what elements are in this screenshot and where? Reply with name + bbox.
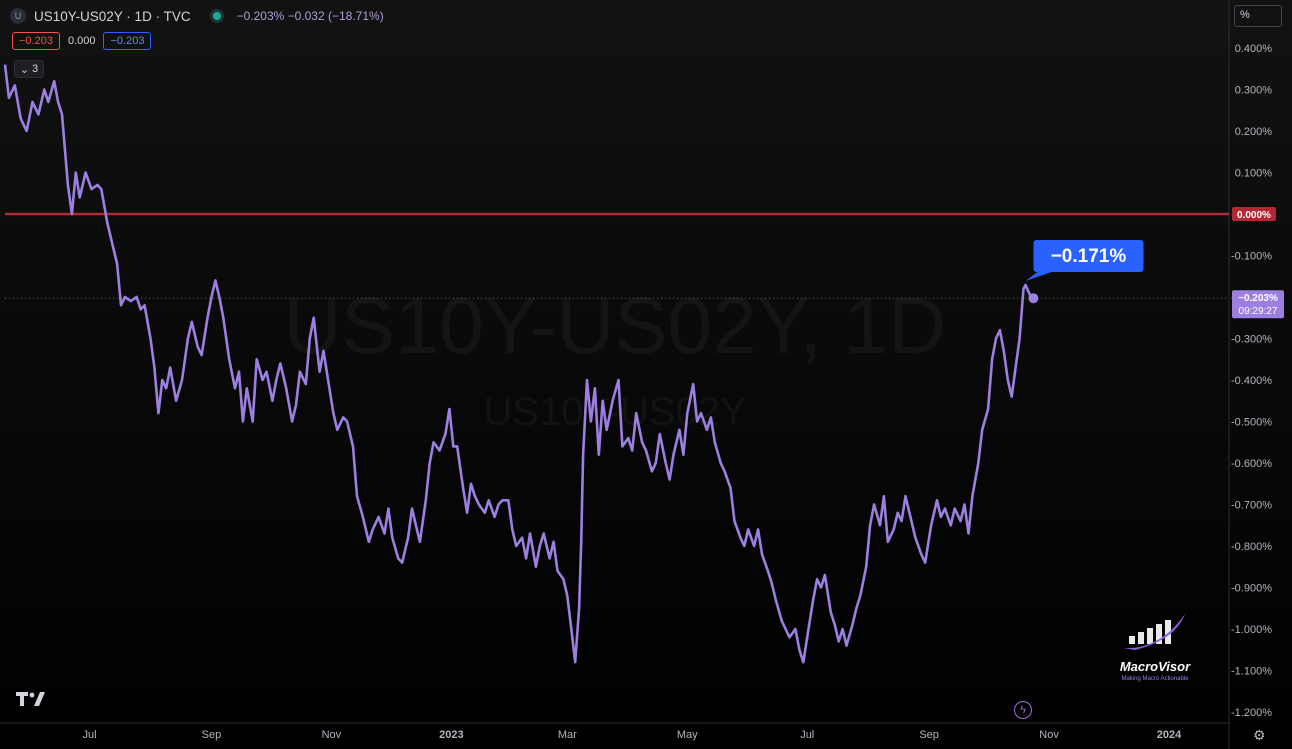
macrovisor-name: MacroVisor xyxy=(1119,659,1191,674)
y-tick-label: 0.200% xyxy=(1235,126,1273,138)
value-plain: 0.000 xyxy=(67,35,96,47)
countdown-label: 09:29:27 xyxy=(1239,306,1278,317)
x-tick-label: Jul xyxy=(800,729,814,741)
chevron-down-icon: ⌄ xyxy=(19,63,30,76)
last-price-box xyxy=(1232,290,1284,319)
value-blue: −0.203 xyxy=(103,32,152,50)
market-status-dot xyxy=(212,12,221,20)
tradingview-logo-svg xyxy=(16,692,45,706)
symbol-title[interactable]: US10Y-US02Y · 1D · TVC xyxy=(34,8,191,24)
zero-label-box xyxy=(1232,207,1276,221)
y-tick-label: -0.300% xyxy=(1231,334,1272,346)
gear-icon[interactable]: ⚙ xyxy=(1253,727,1266,743)
value-red: −0.203 xyxy=(12,32,60,50)
lightning-bolt-icon[interactable]: ϟ xyxy=(1014,701,1032,719)
callout-pointer xyxy=(1025,271,1052,281)
callout-box xyxy=(1033,239,1144,272)
y-tick-label: 0.300% xyxy=(1235,85,1273,97)
y-tick-label: -0.900% xyxy=(1231,583,1272,595)
y-tick-label: 0.100% xyxy=(1235,168,1273,180)
y-tick-label: -0.100% xyxy=(1231,251,1272,263)
last-price-label: −0.203% xyxy=(1238,293,1278,304)
y-tick-label: -0.400% xyxy=(1231,375,1272,387)
y-tick-label: -1.000% xyxy=(1231,624,1272,636)
y-tick-label: -0.800% xyxy=(1231,541,1272,553)
y-tick-label: 0.400% xyxy=(1235,43,1273,55)
x-tick-label: Nov xyxy=(322,729,342,741)
macrovisor-logo: MacroVisor Making Macro Actionable xyxy=(1100,610,1210,682)
indicator-count: 3 xyxy=(32,63,39,75)
symbol-badge: U xyxy=(10,8,26,24)
x-tick-label: Sep xyxy=(202,729,222,741)
y-tick-label: -1.100% xyxy=(1231,666,1272,678)
y-tick-label: -0.500% xyxy=(1231,417,1272,429)
macrovisor-logo-icon xyxy=(1123,614,1185,650)
x-tick-label: Nov xyxy=(1039,729,1059,741)
x-tick-label: Mar xyxy=(558,729,577,741)
legend-row: U US10Y-US02Y · 1D · TVC −0.203% −0.032 … xyxy=(10,8,384,24)
zero-label: 0.000% xyxy=(1237,210,1271,221)
price-change: −0.203% −0.032 (−18.71%) xyxy=(236,9,384,23)
tradingview-logo-icon[interactable] xyxy=(16,692,46,713)
callout-label: −0.171% xyxy=(1051,246,1127,267)
x-tick-label: 2024 xyxy=(1157,729,1182,741)
x-tick-label: 2023 xyxy=(439,729,463,741)
unit-button[interactable]: % xyxy=(1234,5,1282,27)
symbol-watermark-sub: US10Y-US02Y xyxy=(0,390,1230,435)
series-line xyxy=(3,64,1033,664)
x-tick-label: Sep xyxy=(919,729,939,741)
x-tick-label: May xyxy=(677,729,698,741)
collapse-indicators-button[interactable]: ⌄ 3 xyxy=(14,60,44,78)
legend-values: −0.203 0.000 −0.203 xyxy=(12,32,152,50)
symbol-watermark: US10Y-US02Y, 1D xyxy=(0,280,1230,372)
macrovisor-tagline: Making Macro Actionable xyxy=(1121,676,1189,682)
y-tick-label: -0.600% xyxy=(1231,458,1272,470)
y-tick-label: -0.700% xyxy=(1231,500,1272,512)
last-point-dot xyxy=(1028,293,1039,304)
y-tick-label: -1.200% xyxy=(1231,707,1272,719)
x-tick-label: Jul xyxy=(83,729,97,741)
